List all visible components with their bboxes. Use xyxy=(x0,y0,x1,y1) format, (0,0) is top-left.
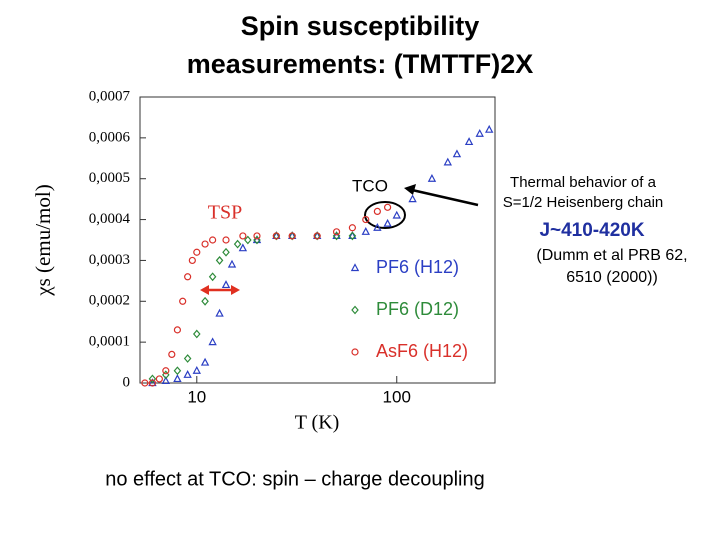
data-point xyxy=(252,235,262,244)
data-point xyxy=(141,379,149,387)
data-point xyxy=(332,228,341,236)
data-point xyxy=(332,231,341,240)
data-point xyxy=(443,157,452,166)
legend-marker xyxy=(350,263,360,272)
data-point xyxy=(373,207,381,215)
title-line: Spin susceptibility xyxy=(241,11,480,41)
data-point xyxy=(348,231,357,241)
data-point xyxy=(192,365,201,374)
arrow xyxy=(411,188,479,207)
legend-marker xyxy=(351,348,359,356)
plot-frame xyxy=(139,96,496,384)
data-point xyxy=(215,256,224,265)
legend-label: PF6 (H12) xyxy=(376,257,459,277)
highlight-ellipse xyxy=(364,201,406,229)
data-point xyxy=(179,297,187,305)
data-point xyxy=(192,329,201,339)
arrow-head xyxy=(404,184,416,195)
data-point xyxy=(427,173,437,182)
data-point xyxy=(272,232,280,240)
arrow-head xyxy=(231,285,240,295)
annotation: J~410-420K xyxy=(539,220,644,241)
data-point xyxy=(239,232,247,240)
data-point xyxy=(485,124,494,133)
y-tick-label: 0,0005 xyxy=(89,170,130,186)
y-axis-label: χs (emu/mol) xyxy=(31,184,55,296)
data-point xyxy=(215,308,224,317)
data-point xyxy=(193,248,201,256)
data-point xyxy=(183,370,192,378)
data-point xyxy=(201,296,209,306)
y-tick-label: 0 xyxy=(123,374,131,390)
data-point xyxy=(148,379,157,387)
annotation: TCO xyxy=(352,176,388,195)
data-point xyxy=(348,231,357,240)
data-point xyxy=(161,376,171,385)
y-tick-label: 0,0004 xyxy=(89,211,131,227)
data-point xyxy=(227,259,237,268)
annotation: Thermal behavior of a xyxy=(510,174,657,191)
data-point xyxy=(168,350,176,358)
arrow-head xyxy=(200,285,209,295)
data-point xyxy=(200,357,210,366)
data-point xyxy=(184,273,192,281)
data-point xyxy=(475,128,484,137)
data-point xyxy=(222,247,230,257)
data-point xyxy=(155,375,163,383)
data-point xyxy=(313,232,321,240)
data-point xyxy=(201,240,209,248)
data-point xyxy=(183,354,192,363)
y-tick-label: 0,0003 xyxy=(89,252,130,268)
data-point xyxy=(173,374,182,383)
data-point xyxy=(233,239,242,249)
annotation: (Dumm et al PRB 62, xyxy=(536,247,687,264)
y-tick-label: 0,0006 xyxy=(89,129,131,145)
data-point xyxy=(348,224,356,232)
legend-label: PF6 (D12) xyxy=(376,299,459,319)
data-point xyxy=(373,222,382,231)
data-point xyxy=(452,149,462,158)
data-point xyxy=(383,203,392,211)
data-point xyxy=(209,236,217,244)
title-line: measurements: (TMTTF)2X xyxy=(187,49,534,79)
y-tick-label: 0,0002 xyxy=(89,293,130,309)
x-tick-label: 100 xyxy=(383,387,411,406)
data-point xyxy=(188,256,196,265)
data-point xyxy=(222,236,230,244)
legend-marker xyxy=(351,305,359,315)
x-tick-label: 10 xyxy=(187,387,206,406)
data-point xyxy=(244,235,252,245)
annotation: 6510 (2000)) xyxy=(566,269,658,286)
data-point xyxy=(238,243,248,252)
data-point xyxy=(288,232,296,240)
data-point xyxy=(464,137,474,146)
y-tick-label: 0,0007 xyxy=(89,88,131,104)
data-point xyxy=(162,367,170,375)
legend-label: AsF6 (H12) xyxy=(376,341,468,361)
data-point xyxy=(383,218,392,227)
data-point xyxy=(173,366,182,376)
data-point xyxy=(361,227,370,235)
data-point xyxy=(208,272,217,282)
y-tick-label: 0,0001 xyxy=(89,334,130,350)
x-axis-label: T (K) xyxy=(295,412,340,434)
data-point xyxy=(208,337,217,346)
data-point xyxy=(148,374,157,384)
data-point xyxy=(362,215,370,224)
data-point xyxy=(392,210,401,219)
data-point xyxy=(408,194,417,203)
annotation: TSP xyxy=(208,202,242,224)
data-point xyxy=(221,280,231,289)
data-point xyxy=(173,326,182,334)
annotation: S=1/2 Heisenberg chain xyxy=(503,194,664,211)
annotation: no effect at TCO: spin – charge decoupli… xyxy=(105,468,485,490)
data-point xyxy=(253,232,261,240)
